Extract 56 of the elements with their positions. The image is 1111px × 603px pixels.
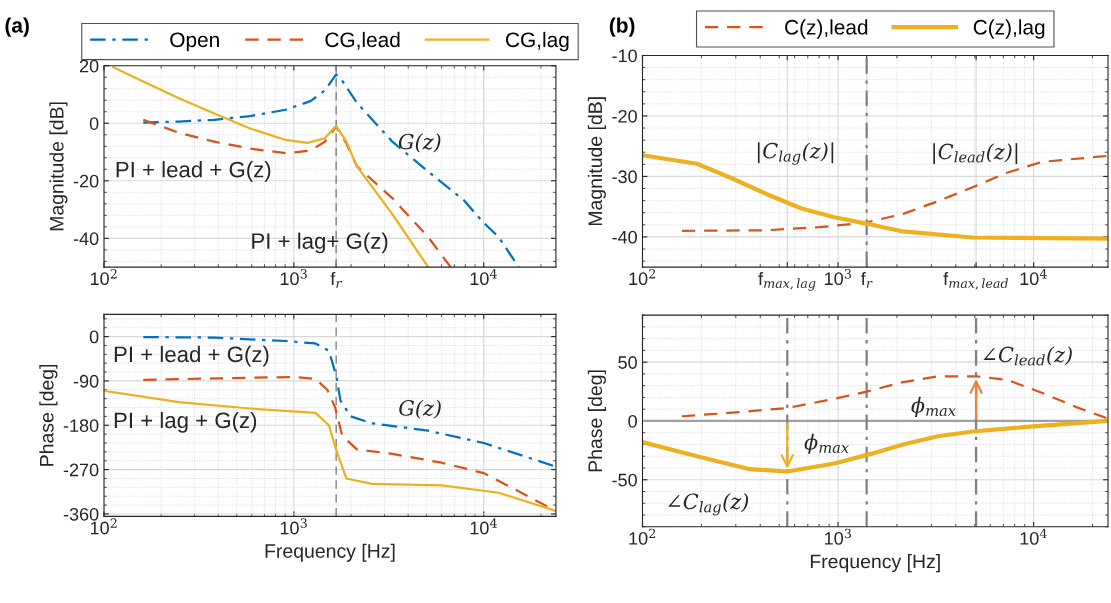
- x-tick-label: f$_{max,lag}$: [758, 271, 816, 291]
- legend-label: Open: [170, 32, 219, 52]
- x-tick-label: 10$^{2}$: [90, 269, 117, 286]
- annotation: |C$_{lead}$(z)|: [933, 143, 1018, 164]
- y-tick-label: -30: [612, 170, 637, 184]
- annotation: G(z): [398, 133, 441, 153]
- y-axis-title: Phase [deg]: [587, 370, 606, 472]
- annotation: PI + lead + G(z): [116, 161, 271, 182]
- legend-label: C(z),lag: [973, 19, 1045, 39]
- y-tick-label: -20: [612, 109, 637, 123]
- y-tick-label: 0: [89, 117, 99, 130]
- y-tick-label: -90: [73, 374, 99, 388]
- y-axis-title: Magnitude [dB]: [49, 102, 68, 231]
- annotation: PI + lag+ G(z): [252, 232, 388, 254]
- y-tick-label: 50: [618, 356, 637, 369]
- x-tick-label: 10$^{4}$: [470, 518, 497, 535]
- annotation: PI + lag + G(z): [114, 411, 257, 433]
- y-tick-label: -20: [73, 174, 99, 188]
- chart-title: (a): [5, 17, 29, 37]
- y-tick-label: 20: [79, 59, 99, 73]
- x-tick-label: 10$^{3}$: [825, 528, 851, 545]
- x-tick-label: 10$^{2}$: [629, 269, 656, 286]
- legend-label: CG,lead: [325, 31, 400, 50]
- annotation: |C$_{lag}$(z)|: [757, 142, 834, 165]
- y-tick-label: 0: [89, 330, 99, 344]
- x-tick-label: 10$^{3}$: [280, 269, 307, 286]
- annotation: ϕ$_{max}$: [804, 433, 849, 454]
- x-tick-label: f$_{r}$: [861, 271, 873, 288]
- x-tick-label: f$_{r}$: [330, 271, 343, 288]
- x-tick-label: 10$^{4}$: [1020, 528, 1047, 545]
- annotation: ∠C$_{lag}$(z): [668, 493, 749, 516]
- chart-title: (b): [609, 17, 635, 37]
- y-tick-label: -270: [63, 463, 99, 477]
- y-tick-label: -40: [612, 230, 637, 244]
- y-tick-label: 0: [628, 414, 637, 428]
- y-tick-label: -180: [63, 419, 99, 432]
- x-tick-label: 10$^{2}$: [629, 528, 656, 545]
- x-axis-title: Frequency [Hz]: [810, 554, 940, 573]
- y-axis-title: Magnitude [dB]: [587, 97, 606, 226]
- x-tick-label: 10$^{4}$: [470, 269, 497, 286]
- y-axis-title: Phase [deg]: [39, 364, 58, 466]
- x-tick-label: f$_{max,lead}$: [943, 271, 1009, 290]
- y-tick-label: -50: [612, 473, 637, 487]
- legend-label: C(z),lead: [785, 19, 868, 39]
- annotation: ∠C$_{lead}$(z): [983, 346, 1072, 366]
- annotation: G(z): [399, 399, 441, 419]
- x-axis-title: Frequency [Hz]: [265, 543, 395, 562]
- annotation: PI + lead + G(z): [114, 345, 269, 367]
- x-tick-label: 10$^{4}$: [1020, 269, 1047, 286]
- x-tick-label: 10$^{3}$: [825, 269, 851, 286]
- y-tick-label: -360: [63, 507, 99, 521]
- annotation: ϕ$_{max}$: [911, 396, 956, 417]
- y-tick-label: -10: [612, 49, 637, 63]
- x-tick-label: 10$^{3}$: [280, 518, 307, 535]
- legend-label: CG,lag: [506, 31, 569, 52]
- y-tick-label: -40: [73, 232, 99, 246]
